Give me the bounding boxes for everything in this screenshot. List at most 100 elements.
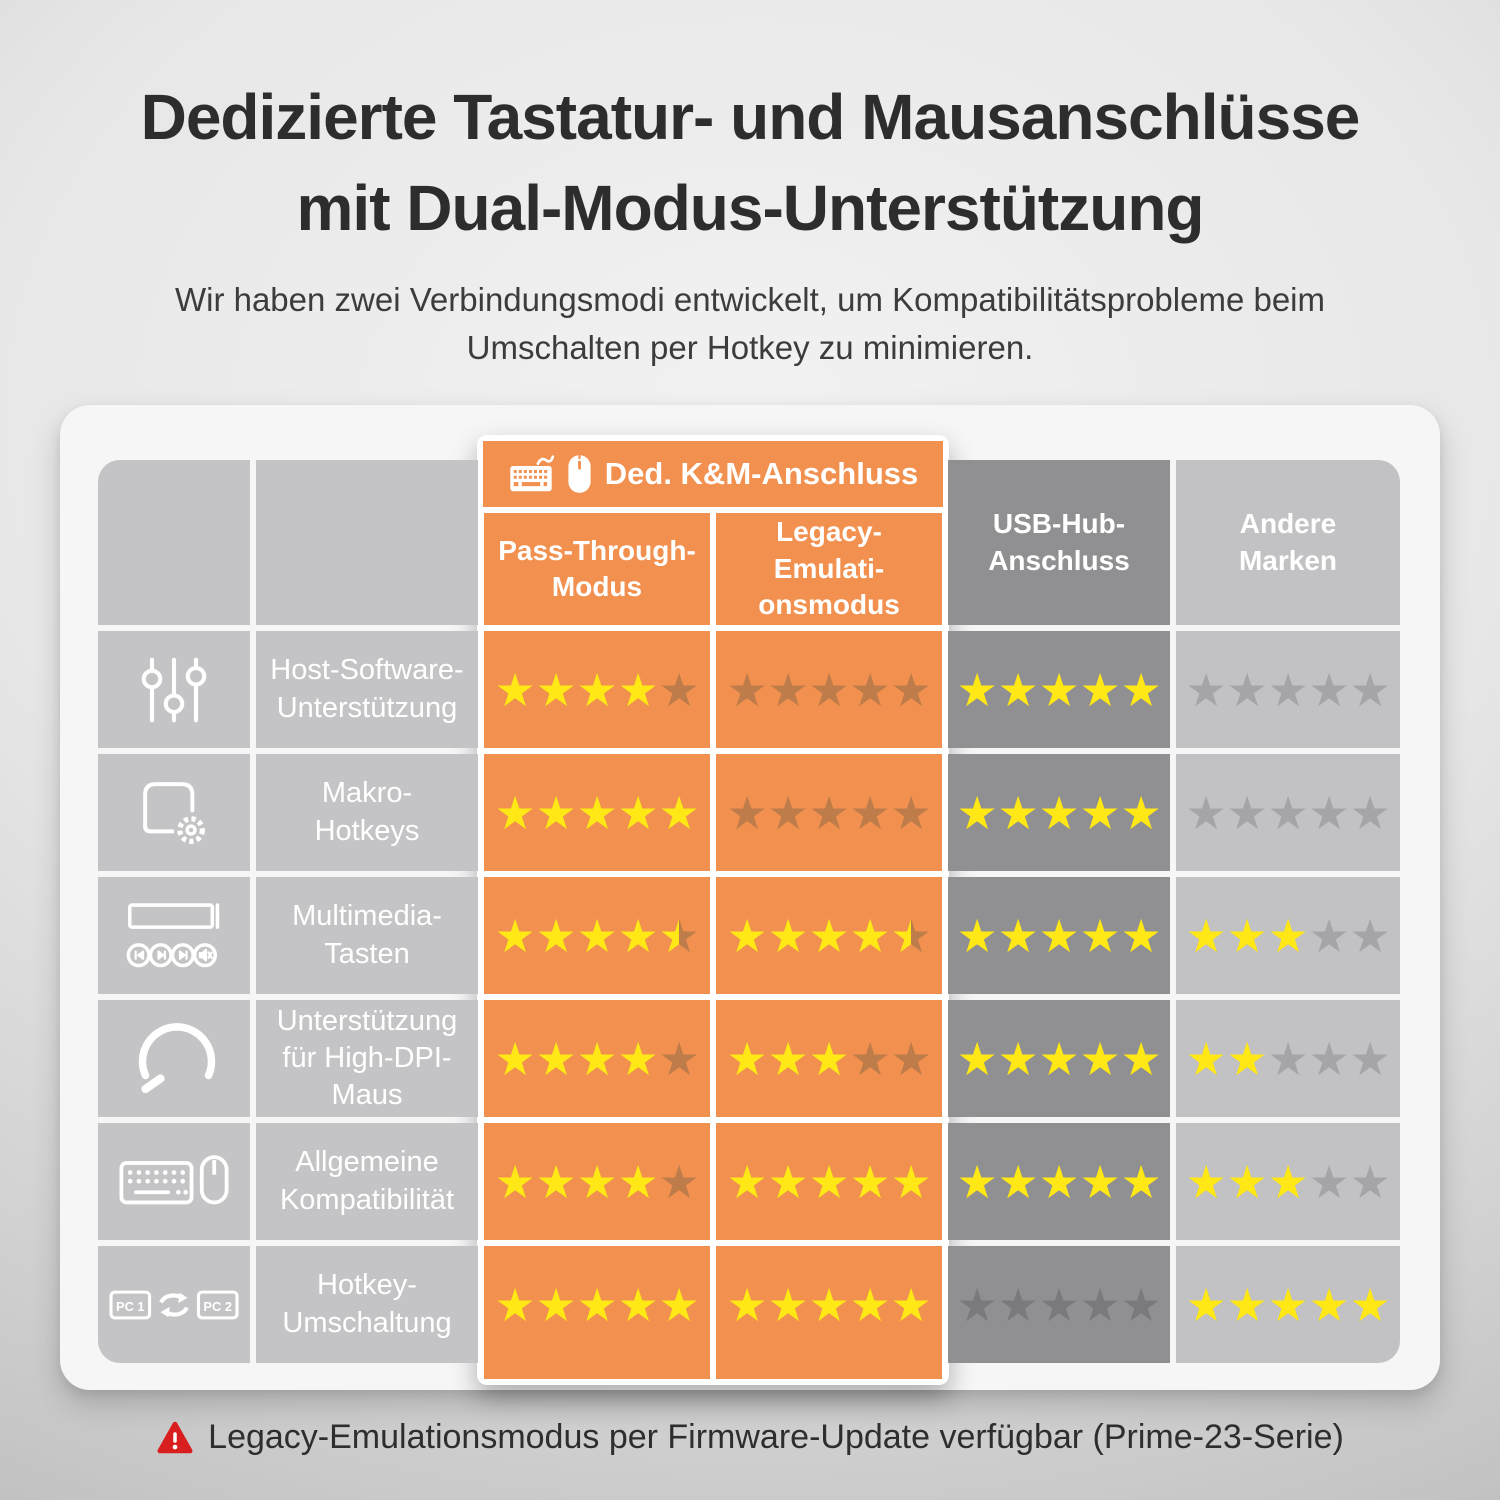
rating-cell-pass-through: ★★★★★★★★★★: [484, 1123, 710, 1240]
keyboard-mouse-icon: [98, 1123, 250, 1240]
star-glyph: ★★: [617, 662, 659, 717]
rating-cell-other: ★★★★★★★★★★: [1176, 877, 1400, 994]
star-glyph: ★★: [726, 785, 768, 840]
star-glyph: ★★: [658, 662, 700, 717]
star-glyph: ★★: [494, 908, 536, 963]
header-spacer-icon-column: [98, 460, 250, 625]
star-rating: ★★★★★★★★★★: [957, 912, 1162, 960]
star-glyph: ★★: [1120, 1154, 1162, 1209]
star-rating: ★★★★★★★★★★: [957, 789, 1162, 837]
star-rating: ★★★★★★★★★★: [727, 1281, 932, 1329]
rating-cell-legacy: ★★★★★★★★★★: [716, 877, 942, 994]
row-label: Multimedia- Tasten: [292, 900, 442, 970]
star-glyph: ★★: [890, 662, 932, 717]
rating-cell-pass-through: ★★★★★★★★★★: [484, 877, 710, 994]
star-glyph: ★★: [1038, 1154, 1080, 1209]
star-glyph: ★★: [849, 662, 891, 717]
star-glyph: ★★: [576, 1031, 618, 1086]
star-glyph: ★★: [494, 662, 536, 717]
star-rating: ★★★★★★★★★★: [957, 1158, 1162, 1206]
column-header-label: Legacy- Emulati- onsmodus: [758, 516, 900, 621]
star-glyph: ★★: [1120, 1277, 1162, 1332]
star-glyph: ★★: [1120, 908, 1162, 963]
row-label-cell: Hotkey- Umschaltung: [256, 1246, 478, 1363]
star-glyph: ★★: [617, 1154, 659, 1209]
star-glyph: ★★: [808, 908, 850, 963]
star-rating: ★★★★★★★★★★: [727, 666, 932, 714]
column-header-label: Andere Marken: [1238, 508, 1338, 576]
star-glyph: ★★: [494, 1277, 536, 1332]
star-glyph: ★★: [1185, 1154, 1227, 1209]
star-glyph: ★★: [617, 1277, 659, 1332]
star-glyph: ★★: [849, 908, 891, 963]
star-glyph: ★★: [808, 1277, 850, 1332]
star-glyph: ★★: [1226, 1277, 1268, 1332]
star-glyph: ★★: [1120, 1031, 1162, 1086]
row-label-cell: Unterstützung für High-DPI- Maus: [256, 1000, 478, 1117]
star-glyph: ★★: [997, 662, 1039, 717]
row-label: Allgemeine Kompatibilität: [279, 1146, 455, 1216]
star-glyph: ★★: [956, 908, 998, 963]
star-glyph: ★★: [1349, 785, 1391, 840]
star-rating: ★★★★★★★★★★: [957, 666, 1162, 714]
star-glyph: ★★: [997, 785, 1039, 840]
rating-cell-usb-hub: ★★★★★★★★★★: [948, 1246, 1170, 1363]
column-header-box: Pass-Through- Modus: [484, 513, 710, 625]
sliders-icon: [98, 631, 250, 748]
star-rating: ★★★★★★★★★★: [727, 1158, 932, 1206]
star-glyph: ★★: [767, 1154, 809, 1209]
star-glyph: ★★: [767, 1277, 809, 1332]
rating-cell-pass-through: ★★★★★★★★★★: [484, 754, 710, 871]
star-glyph: ★★: [576, 908, 618, 963]
rating-cell-legacy: ★★★★★★★★★★: [716, 631, 942, 748]
star-glyph: ★★: [576, 1277, 618, 1332]
rating-cell-usb-hub: ★★★★★★★★★★: [948, 877, 1170, 994]
star-glyph: ★★: [535, 662, 577, 717]
page-subtitle: Wir haben zwei Verbindungsmodi entwickel…: [174, 280, 1326, 366]
star-glyph: ★★: [808, 785, 850, 840]
star-rating: ★★★★★★★★★★: [727, 789, 932, 837]
star-glyph: ★★: [1308, 1277, 1350, 1332]
star-glyph: ★★: [1267, 785, 1309, 840]
column-header-pass-through: Pass-Through- Modus: [484, 460, 710, 625]
star-glyph: ★★: [494, 1031, 536, 1086]
row-label-cell: Makro- Hotkeys: [256, 754, 478, 871]
star-glyph: ★★: [1349, 1154, 1391, 1209]
star-glyph: ★★: [1038, 908, 1080, 963]
star-glyph: ★★: [1308, 785, 1350, 840]
footnote: Legacy-Emulationsmodus per Firmware-Upda…: [0, 1418, 1500, 1457]
star-glyph: ★★: [1349, 1031, 1391, 1086]
star-glyph: ★★: [658, 785, 700, 840]
star-glyph: ★★: [890, 1031, 932, 1086]
pc-switch-icon: PC 1 PC 2: [98, 1246, 250, 1363]
rating-cell-pass-through: ★★★★★★★★★★: [484, 1000, 710, 1117]
column-header-other: Andere Marken: [1176, 460, 1400, 625]
star-glyph: ★★: [1038, 785, 1080, 840]
star-rating: ★★★★★★★★★★: [727, 1035, 932, 1083]
keyboard-icon: [508, 454, 554, 494]
svg-text:PC 1: PC 1: [116, 1298, 145, 1313]
column-header-legacy: Legacy- Emulati- onsmodus: [716, 460, 942, 625]
star-glyph: ★★: [956, 1031, 998, 1086]
star-glyph: ★★: [849, 1031, 891, 1086]
star-glyph: ★★: [617, 785, 659, 840]
star-glyph: ★★: [1226, 1154, 1268, 1209]
header-spacer-label-column: [256, 460, 478, 625]
star-glyph: ★★: [890, 1154, 932, 1209]
star-glyph: ★★: [1226, 908, 1268, 963]
comparison-card: Ded. K&M-Anschluss Pass-Through- Modus Le…: [60, 405, 1440, 1390]
star-glyph: ★★: [997, 1031, 1039, 1086]
star-glyph: ★★: [849, 1154, 891, 1209]
star-glyph: ★★: [1079, 908, 1121, 963]
star-glyph: ★★: [767, 785, 809, 840]
star-glyph: ★★: [658, 1277, 700, 1332]
rating-cell-other: ★★★★★★★★★★: [1176, 1000, 1400, 1117]
star-rating: ★★★★★★★★★★: [495, 789, 700, 837]
star-glyph: ★★: [535, 1031, 577, 1086]
star-glyph: ★★: [1308, 1031, 1350, 1086]
star-glyph: ★★: [1038, 1031, 1080, 1086]
star-rating: ★★★★★★★★★★: [957, 1281, 1162, 1329]
star-glyph: ★★: [1079, 1277, 1121, 1332]
star-glyph: ★★: [576, 662, 618, 717]
star-rating: ★★★★★★★★★★: [1186, 1281, 1391, 1329]
